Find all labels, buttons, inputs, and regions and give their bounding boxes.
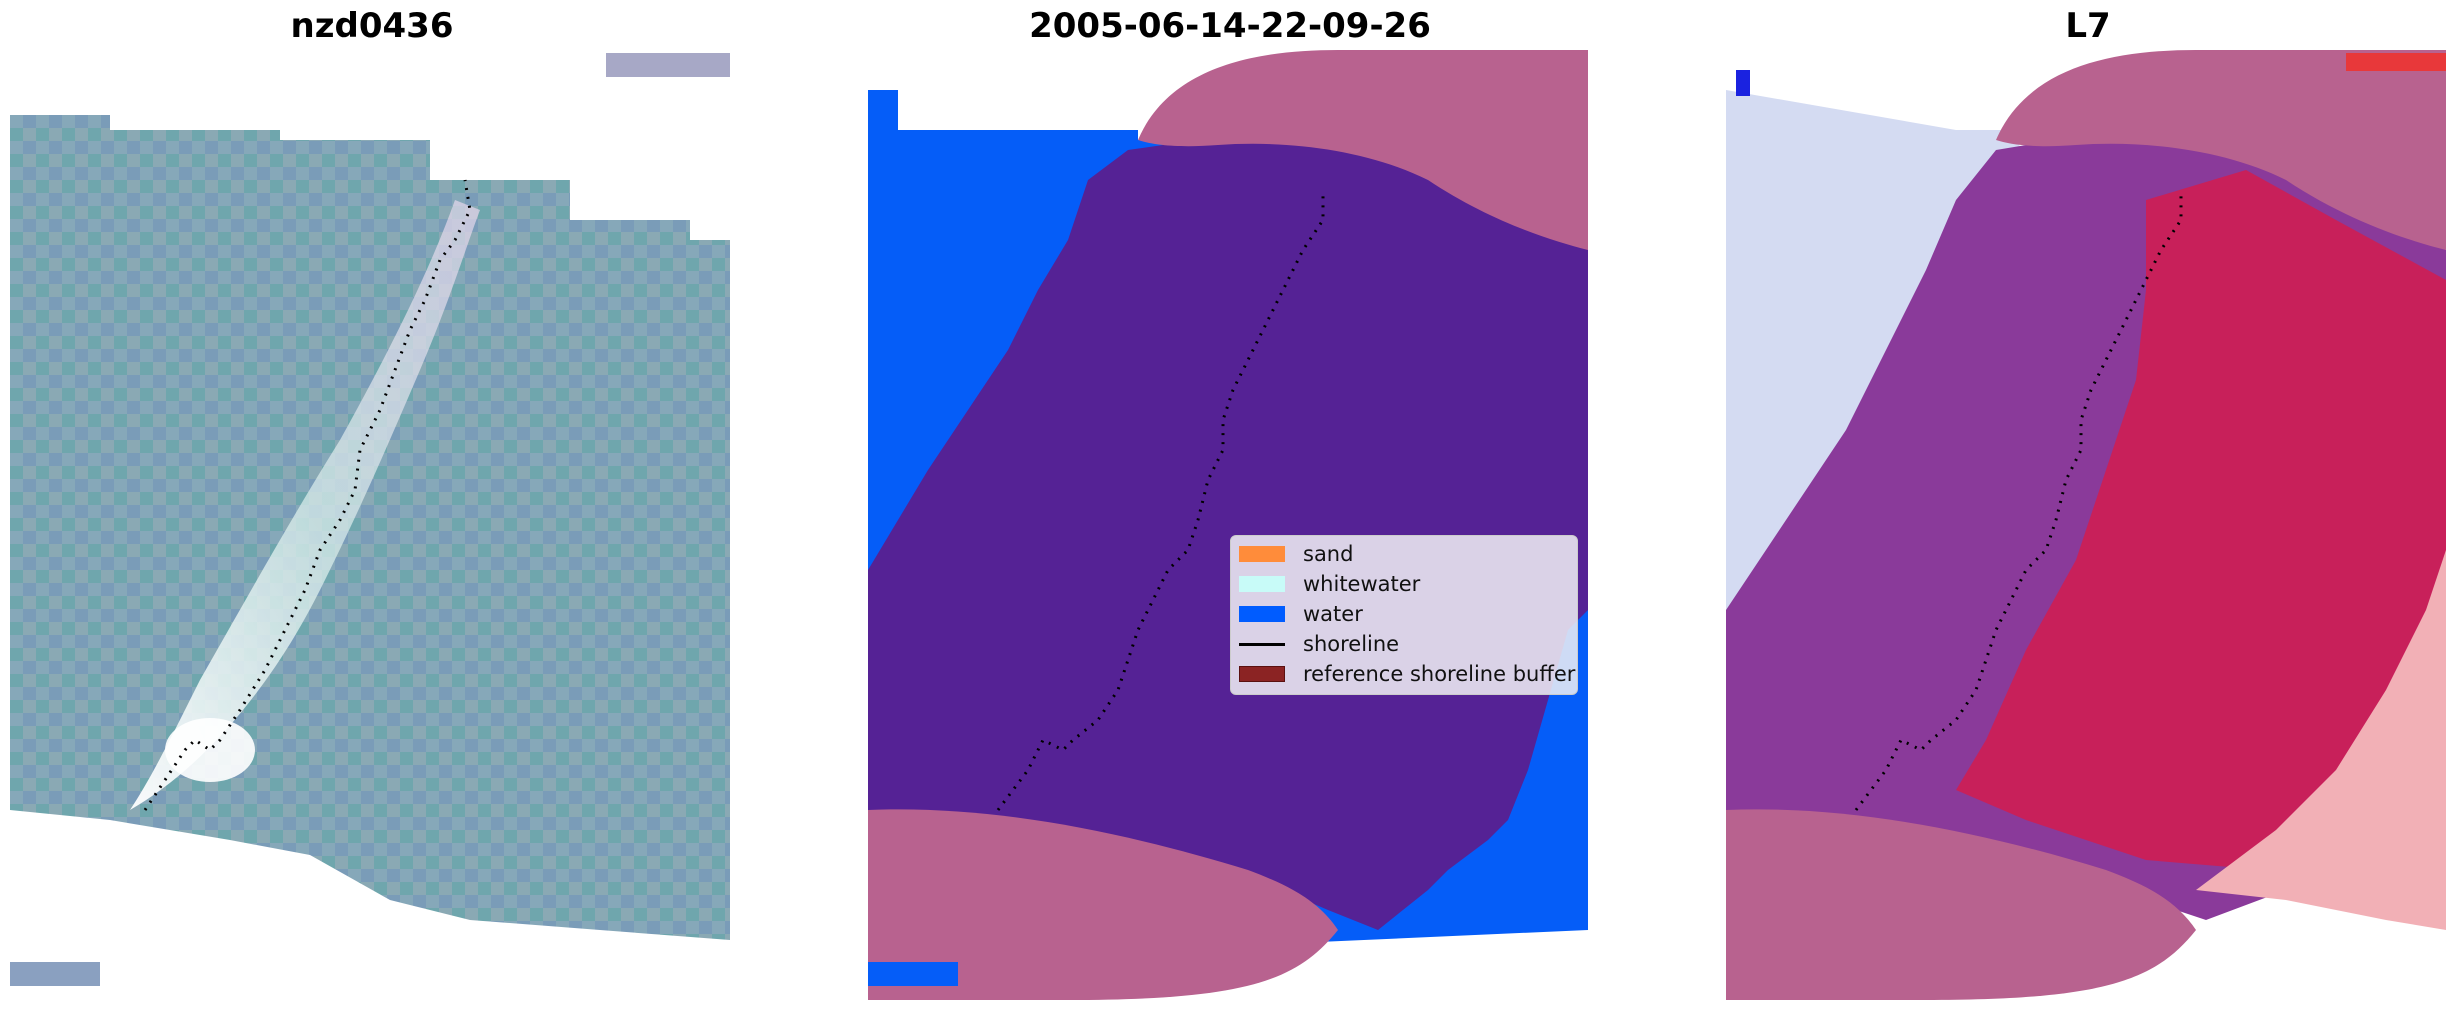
image-fragment xyxy=(10,962,100,986)
image-fragment xyxy=(868,962,958,986)
bright-index-area xyxy=(2196,550,2446,930)
buffer-overlay-bottom xyxy=(868,809,1338,1000)
legend-swatch xyxy=(1239,576,1285,592)
legend-swatch xyxy=(1239,546,1285,562)
water-index-detail xyxy=(1736,70,1750,96)
high-index-area xyxy=(1956,170,2446,870)
legend: sand whitewater water shoreline referenc… xyxy=(1230,535,1578,695)
index-panel xyxy=(1726,50,2446,1000)
panel-title-index: L7 xyxy=(2065,6,2111,46)
classification-panel xyxy=(868,50,1588,1000)
legend-label: whitewater xyxy=(1303,572,1421,596)
buffer-overlay-top xyxy=(1138,50,1588,250)
buffer-overlay-bottom xyxy=(1726,809,2196,1000)
sand-class-area xyxy=(868,140,1588,930)
legend-item-whitewater: whitewater xyxy=(1239,569,1420,599)
panel-title-classification: 2005-06-14-22-09-26 xyxy=(1029,6,1431,46)
shoreline-line xyxy=(143,179,472,811)
classification-image xyxy=(868,50,1588,1000)
legend-item-shoreline: shoreline xyxy=(1239,629,1399,659)
shoreline-line xyxy=(1854,190,2183,811)
legend-label: reference shoreline buffer xyxy=(1303,662,1576,686)
image-fragment xyxy=(606,53,730,77)
legend-swatch xyxy=(1239,666,1285,682)
shoreline-line xyxy=(996,190,1325,811)
legend-label: shoreline xyxy=(1303,632,1400,656)
index-image xyxy=(1726,50,2446,1000)
legend-line xyxy=(1239,642,1285,646)
bright-beach-strip xyxy=(130,200,480,810)
legend-item-sand: sand xyxy=(1239,539,1353,569)
legend-label: sand xyxy=(1303,542,1354,566)
buffer-overlay-top xyxy=(1996,50,2446,250)
panel-title-rgb: nzd0436 xyxy=(290,6,454,46)
image-fragment xyxy=(2346,53,2446,71)
legend-label: water xyxy=(1303,602,1363,626)
bright-beach-spot xyxy=(165,718,255,782)
image-body xyxy=(10,90,730,940)
rgb-image xyxy=(10,53,730,986)
rgb-image-panel xyxy=(10,50,730,1000)
legend-item-water: water xyxy=(1239,599,1363,629)
legend-item-reference-buffer: reference shoreline buffer xyxy=(1239,659,1575,689)
legend-swatch xyxy=(1239,606,1285,622)
